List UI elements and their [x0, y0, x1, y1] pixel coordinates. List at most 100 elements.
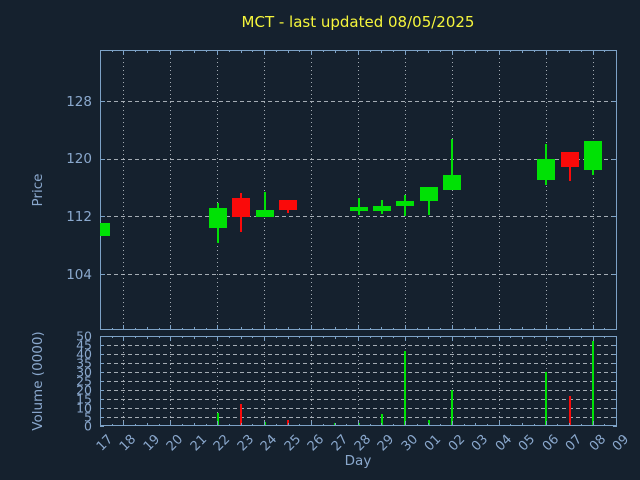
x-tick [123, 325, 125, 330]
x-minor-tick [533, 50, 535, 52]
x-minor-tick [557, 328, 559, 330]
x-minor-tick [416, 50, 418, 52]
y-tick [100, 101, 105, 103]
horizontal-gridline [100, 398, 617, 400]
volume-tick-label: 20 [76, 382, 92, 398]
x-tick [451, 325, 453, 330]
x-minor-tick [158, 328, 160, 330]
price-tick-label: 120 [66, 151, 92, 168]
x-minor-tick [463, 424, 465, 426]
x-tick [100, 327, 101, 330]
vertical-gridline [217, 50, 219, 330]
candle-body [232, 198, 251, 217]
x-tick [287, 327, 289, 330]
x-minor-tick [182, 424, 184, 426]
x-minor-tick [229, 336, 230, 338]
x-minor-tick [182, 328, 184, 330]
x-tick-label: 24 [257, 432, 281, 455]
x-minor-tick [111, 424, 113, 426]
x-tick [404, 50, 406, 55]
x-tick [334, 336, 336, 339]
x-tick [404, 336, 406, 341]
x-minor-tick [346, 424, 348, 426]
volume-bar-day-22 [216, 413, 219, 425]
x-minor-tick [369, 50, 371, 52]
x-tick-label: 23 [234, 432, 257, 455]
candle-body [537, 158, 556, 180]
y-tick [612, 101, 617, 103]
y-tick [100, 371, 104, 373]
y-tick [613, 398, 617, 400]
x-tick [334, 423, 336, 426]
y-tick [100, 389, 104, 391]
x-tick [569, 423, 571, 426]
horizontal-gridline [100, 380, 617, 382]
price-tick-label: 128 [66, 93, 92, 110]
volume-tick-label: 0 [84, 418, 92, 434]
x-tick-label: 29 [375, 432, 398, 455]
x-minor-tick [580, 424, 582, 426]
x-minor-tick [604, 424, 606, 426]
volume-bar-day-01 [427, 419, 430, 425]
x-minor-tick [487, 328, 488, 330]
x-tick [193, 423, 195, 426]
volume-tick-label: 25 [76, 373, 92, 389]
x-tick-label: 30 [398, 432, 422, 455]
volume-tick-label: 5 [84, 409, 92, 425]
x-tick-label: 26 [304, 432, 328, 455]
x-tick-label: 08 [586, 432, 609, 455]
x-minor-tick [299, 336, 301, 338]
x-minor-tick [299, 50, 301, 52]
x-minor-tick [182, 336, 184, 338]
horizontal-gridline [100, 389, 617, 391]
x-minor-tick [322, 424, 324, 426]
y-tick [613, 353, 617, 355]
price-tick-label: 112 [66, 208, 92, 225]
x-minor-tick [135, 336, 137, 338]
y-tick [613, 389, 617, 391]
x-tick [616, 423, 617, 426]
x-minor-tick [463, 328, 465, 330]
y-tick [613, 380, 617, 382]
volume-bar-day-06 [545, 372, 548, 425]
x-minor-tick [229, 328, 230, 330]
x-minor-tick [533, 336, 535, 338]
volume-bar-day-25 [287, 419, 290, 425]
vertical-gridline [592, 50, 594, 330]
x-tick [592, 421, 594, 426]
x-tick [616, 327, 617, 330]
x-tick [545, 421, 547, 426]
x-minor-tick [580, 336, 582, 338]
x-tick-label: 22 [211, 432, 234, 455]
x-minor-tick [416, 424, 418, 426]
x-tick [404, 325, 406, 330]
x-minor-tick [487, 424, 488, 426]
x-minor-tick [393, 336, 395, 338]
x-minor-tick [135, 50, 137, 52]
x-minor-tick [346, 328, 348, 330]
x-minor-tick [393, 424, 395, 426]
x-minor-tick [463, 50, 465, 52]
candle-body [279, 199, 298, 210]
x-minor-tick [557, 336, 559, 338]
x-tick [592, 50, 594, 55]
candle-body [255, 209, 274, 217]
x-tick [264, 336, 266, 341]
volume-tick-label: 30 [76, 364, 92, 380]
y-tick [100, 344, 104, 346]
x-minor-tick [182, 50, 184, 52]
candle-body [396, 201, 415, 207]
x-minor-tick [205, 424, 207, 426]
x-minor-tick [322, 336, 324, 338]
x-minor-tick [604, 336, 606, 338]
x-tick [100, 423, 101, 426]
y-tick [612, 216, 617, 218]
y-tick [100, 362, 104, 364]
x-tick [264, 325, 266, 330]
x-minor-tick [275, 336, 277, 338]
x-tick [498, 50, 500, 55]
x-tick [311, 421, 313, 426]
x-minor-tick [416, 336, 418, 338]
